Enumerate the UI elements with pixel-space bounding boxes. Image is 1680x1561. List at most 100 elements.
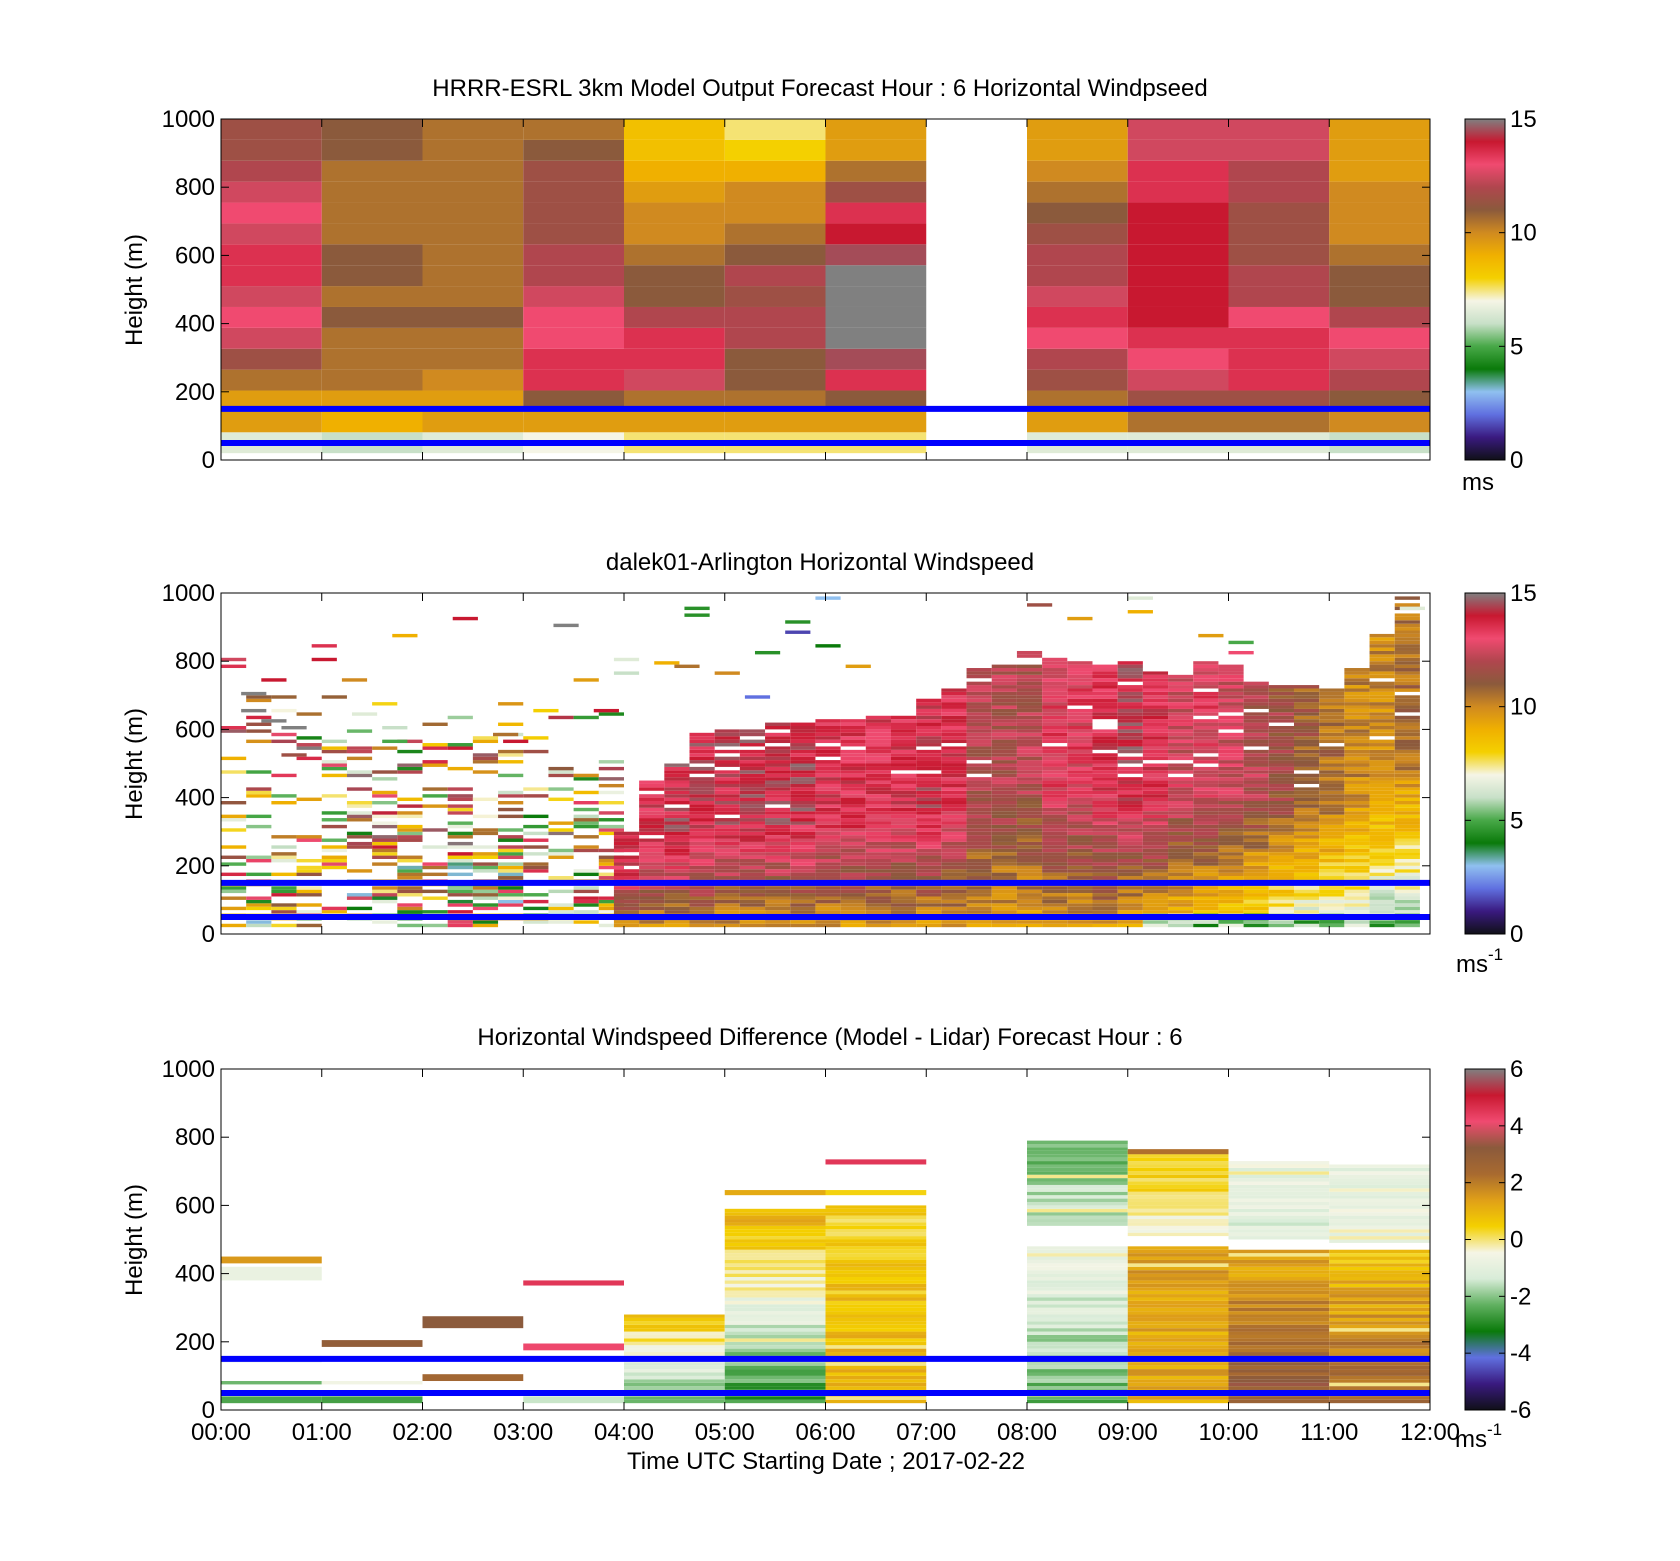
lidar-speed-cell — [941, 899, 967, 904]
lidar-speed-cell — [1319, 824, 1345, 829]
lidar-speed-cell — [840, 865, 866, 870]
difference-cell — [1027, 1273, 1128, 1278]
difference-cell — [1027, 1328, 1128, 1332]
lidar-speed-cell — [1344, 790, 1370, 795]
lidar-speed-cell — [991, 691, 1017, 696]
lidar-speed-cell — [1319, 702, 1345, 706]
lidar-speed-cell — [1168, 835, 1194, 839]
lidar-speed-cell — [1344, 804, 1370, 808]
difference-segment — [422, 1316, 524, 1329]
lidar-speed-cell — [890, 732, 917, 737]
lidar-speed-cell — [1218, 674, 1244, 679]
lidar-speed-cell — [1394, 872, 1420, 877]
lidar-speed-cell — [1142, 736, 1169, 740]
lidar-speed-cell — [1268, 804, 1294, 808]
lidar-speed-cell — [422, 804, 448, 808]
model-speed-cell — [1027, 223, 1128, 245]
lidar-speed-cell — [1142, 770, 1169, 774]
lidar-speed-cell — [941, 872, 967, 877]
lidar-speed-cell — [664, 923, 690, 928]
difference-cell — [724, 1317, 826, 1322]
lidar-speed-cell — [714, 760, 740, 764]
lidar-speed-cell — [1092, 848, 1118, 853]
lidar-speed-cell — [714, 804, 740, 808]
lidar-speed-cell — [1117, 886, 1143, 890]
lidar-speed-cell — [1394, 756, 1420, 761]
lidar-speed-cell — [1369, 893, 1395, 897]
lidar-speed-cell — [321, 838, 347, 842]
lidar-speed-cell — [321, 746, 347, 750]
difference-cell — [1127, 1321, 1229, 1325]
lidar-speed-cell — [1042, 766, 1068, 771]
lidar-speed-cell — [1042, 770, 1068, 774]
lidar-speed-cell — [714, 739, 740, 744]
model-speed-cell — [624, 119, 725, 140]
lidar-speed-cell — [865, 753, 891, 757]
lidar-speed-cell — [1344, 763, 1370, 767]
lidar-speed-cell — [1268, 743, 1294, 747]
lidar-speed-cell — [1268, 896, 1294, 900]
lidar-speed-cell — [246, 855, 272, 859]
lidar-speed-cell — [1016, 824, 1043, 829]
lidar-speed-cell — [1117, 722, 1143, 726]
lidar-speed-cell — [1319, 893, 1345, 897]
lidar-speed-cell — [573, 801, 599, 805]
lidar-speed-cell — [1268, 749, 1294, 754]
panel-3-ylabel: Height (m) — [121, 1184, 148, 1296]
lidar-speed-cell — [739, 828, 766, 832]
difference-cell — [1228, 1263, 1330, 1267]
lidar-speed-cell — [941, 801, 967, 805]
lidar-speed-cell — [1394, 749, 1420, 754]
difference-cell — [825, 1348, 927, 1353]
model-speed-cell — [523, 223, 624, 245]
lidar-speed-cell — [890, 777, 917, 781]
lidar-speed-cell — [1394, 869, 1420, 873]
difference-cell — [724, 1331, 826, 1335]
difference-cell — [1329, 1300, 1430, 1305]
lidar-speed-cell — [1042, 756, 1068, 761]
lidar-speed-cell — [890, 725, 917, 730]
lidar-speed-cell — [765, 862, 791, 866]
difference-cell — [1027, 1215, 1128, 1220]
lidar-speed-cell — [1319, 889, 1345, 894]
difference-cell — [825, 1334, 927, 1339]
lidar-speed-cell — [966, 923, 992, 928]
lidar-speed-cell — [1319, 838, 1345, 842]
lidar-speed-cell — [991, 797, 1017, 802]
difference-cell — [1127, 1215, 1229, 1220]
lidar-speed-cell — [1067, 685, 1093, 689]
lidar-speed-cell — [1218, 705, 1244, 709]
lidar-speed-cell — [1042, 729, 1068, 733]
lidar-speed-cell — [1218, 876, 1244, 880]
model-speed-cell — [724, 369, 826, 391]
difference-cell — [1127, 1379, 1229, 1383]
difference-cell — [1127, 1352, 1229, 1356]
model-speed-cell — [523, 306, 624, 328]
lidar-speed-cell — [1117, 749, 1143, 754]
difference-cell — [1329, 1287, 1430, 1291]
lidar-speed-cell — [1394, 814, 1420, 819]
lidar-speed-cell — [1344, 852, 1370, 856]
difference-cell — [1027, 1167, 1128, 1172]
difference-cell — [1228, 1307, 1330, 1312]
lidar-speed-cell — [1243, 818, 1269, 822]
lidar-speed-cell — [664, 763, 690, 767]
lidar-speed-cell — [1117, 821, 1143, 825]
lidar-speed-cell — [1142, 712, 1169, 716]
lidar-speed-cell — [1293, 920, 1320, 924]
lidar-speed-cell — [573, 773, 599, 778]
lidar-speed-cell — [1344, 865, 1370, 870]
lidar-speed-cell — [372, 777, 398, 781]
lidar-speed-cell — [1344, 722, 1370, 726]
lidar-speed-cell — [271, 872, 297, 877]
lidar-speed-cell — [1042, 695, 1068, 699]
lidar-speed-cell — [1168, 828, 1194, 832]
lidar-speed-cell — [1193, 903, 1219, 907]
model-speed-cell — [523, 327, 624, 349]
lidar-speed-cell — [1117, 678, 1143, 682]
lidar-speed-cell — [472, 845, 499, 849]
lidar-speed-cell — [472, 814, 499, 819]
lidar-speed-cell — [613, 889, 640, 894]
lidar-speed-cell — [815, 818, 841, 822]
difference-cell — [724, 1208, 826, 1213]
